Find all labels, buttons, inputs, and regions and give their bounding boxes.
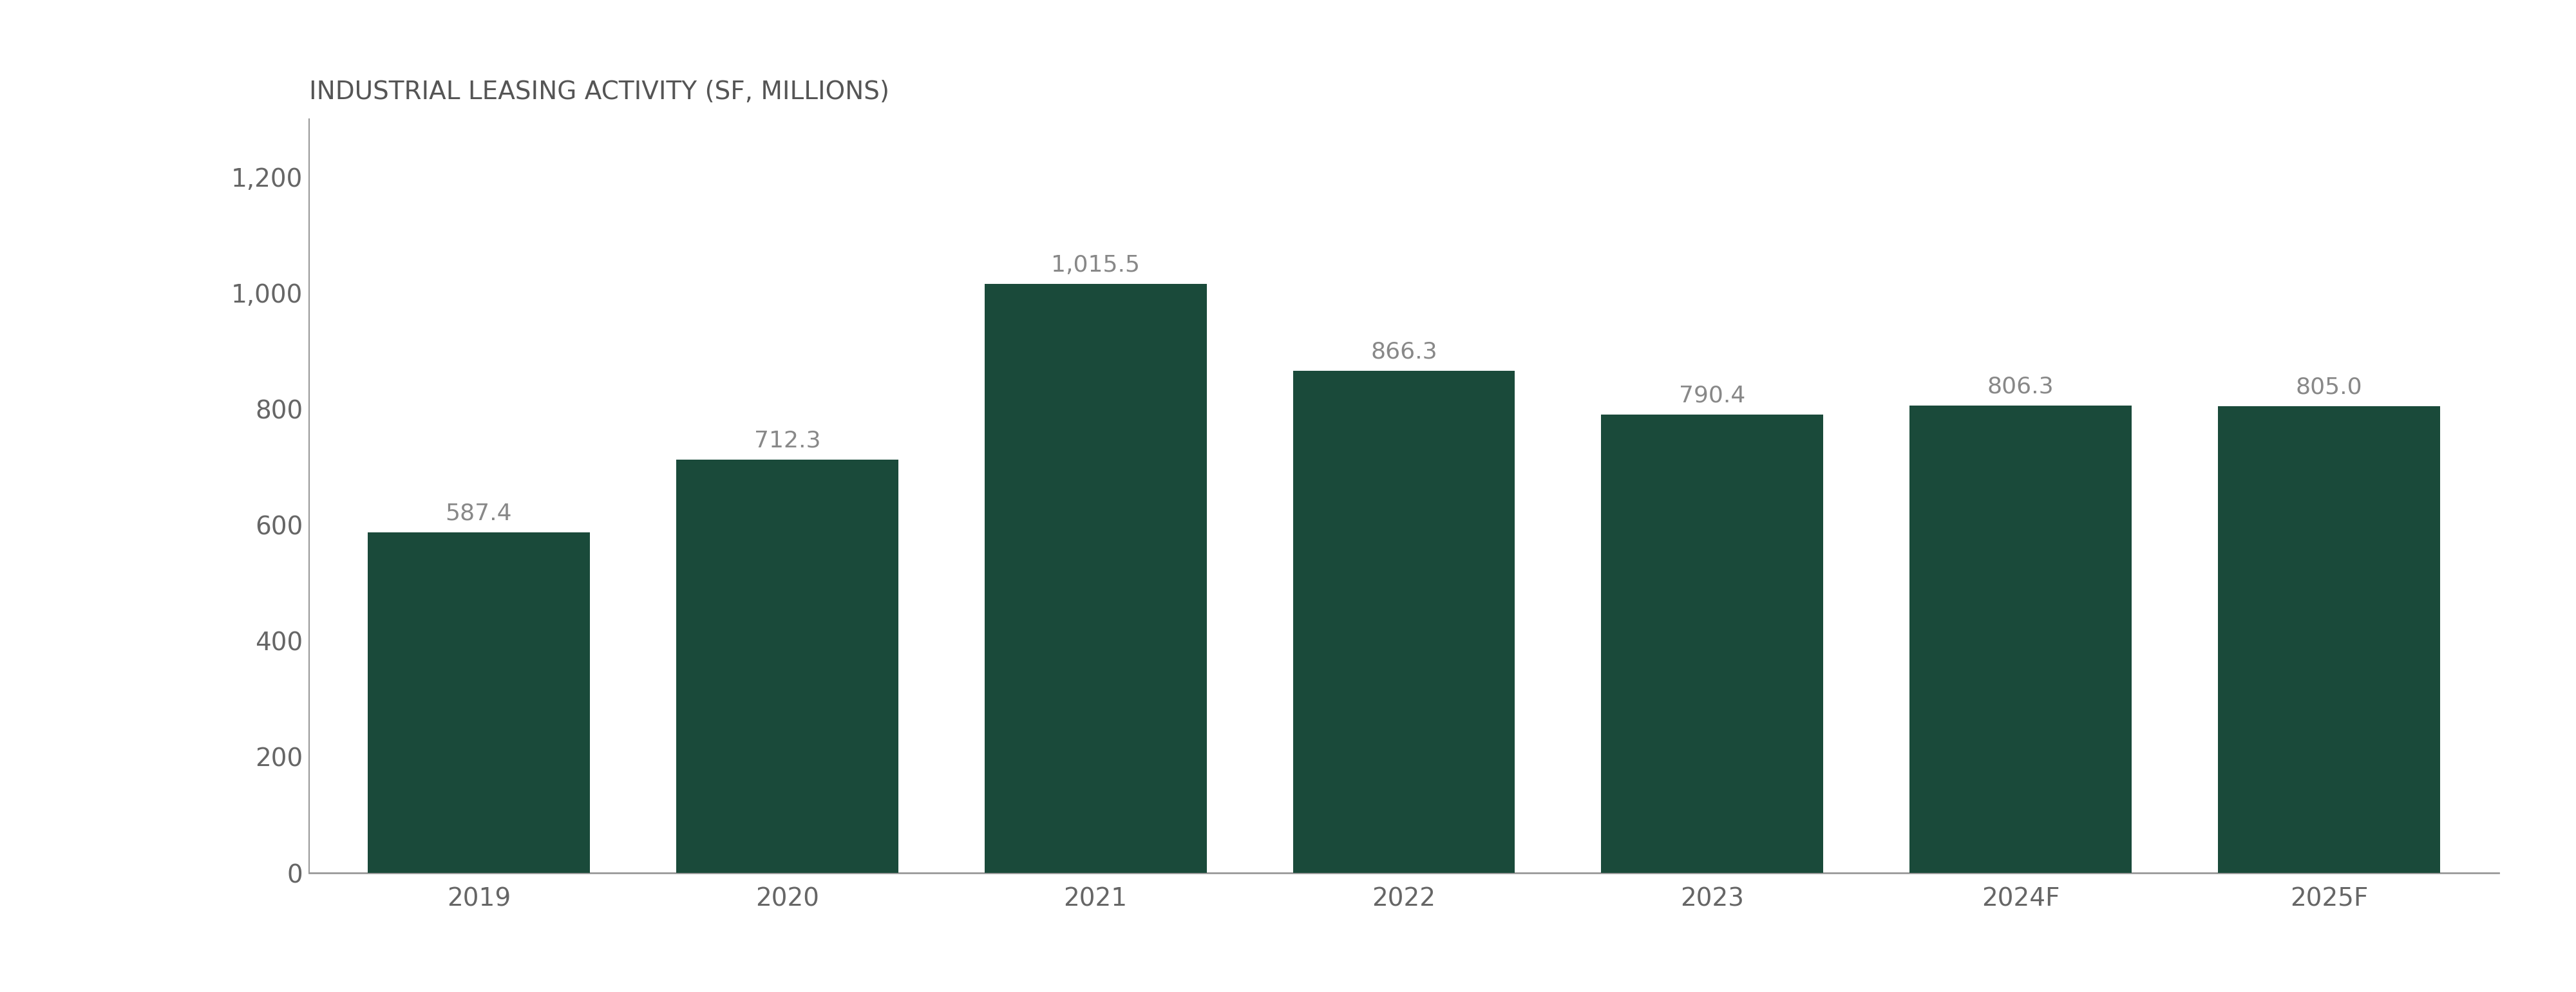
Bar [368, 533, 590, 873]
Bar [675, 460, 899, 873]
Bar [1293, 371, 1515, 873]
Text: 1,015.5: 1,015.5 [1051, 254, 1141, 276]
Text: 805.0: 805.0 [2295, 376, 2362, 398]
Text: 587.4: 587.4 [446, 502, 513, 524]
Text: 790.4: 790.4 [1680, 385, 1747, 407]
Text: 866.3: 866.3 [1370, 340, 1437, 362]
Text: INDUSTRIAL LEASING ACTIVITY (SF, MILLIONS): INDUSTRIAL LEASING ACTIVITY (SF, MILLION… [309, 80, 889, 104]
Text: 712.3: 712.3 [755, 430, 822, 451]
Bar [1909, 406, 2133, 873]
Bar [1602, 415, 1824, 873]
Bar [984, 284, 1206, 873]
Text: 806.3: 806.3 [1986, 375, 2053, 397]
Bar [2218, 406, 2439, 873]
